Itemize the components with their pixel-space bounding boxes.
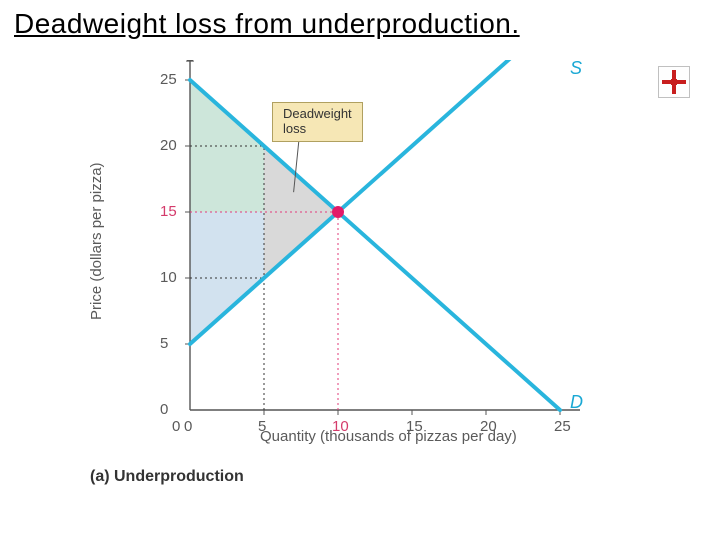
supply-label: S xyxy=(570,58,582,79)
ytick-25: 25 xyxy=(160,71,177,88)
watermark-icon xyxy=(658,66,690,98)
xtick-0: 0 xyxy=(184,418,192,435)
ytick-0: 0 xyxy=(160,401,168,418)
ytick-15: 15 xyxy=(160,203,177,220)
annot-line2: loss xyxy=(283,121,306,136)
ytick-5: 5 xyxy=(160,335,168,352)
ytick-20: 20 xyxy=(160,137,177,154)
origin-label: 0 xyxy=(172,418,180,435)
demand-label: D xyxy=(570,392,583,413)
ytick-10: 10 xyxy=(160,269,177,286)
xtick-20: 20 xyxy=(480,418,497,435)
y-axis-label: Price (dollars per pizza) xyxy=(88,162,105,320)
deadweight-loss-annotation: Deadweight loss xyxy=(272,102,363,142)
panel-caption: (a) Underproduction xyxy=(90,468,244,486)
page-title: Deadweight loss from underproduction. xyxy=(14,8,520,40)
xtick-10: 10 xyxy=(332,418,349,435)
x-axis-label: Quantity (thousands of pizzas per day) xyxy=(260,428,517,445)
xtick-5: 5 xyxy=(258,418,266,435)
xtick-15: 15 xyxy=(406,418,423,435)
xtick-25: 25 xyxy=(554,418,571,435)
annot-line1: Deadweight xyxy=(283,106,352,121)
